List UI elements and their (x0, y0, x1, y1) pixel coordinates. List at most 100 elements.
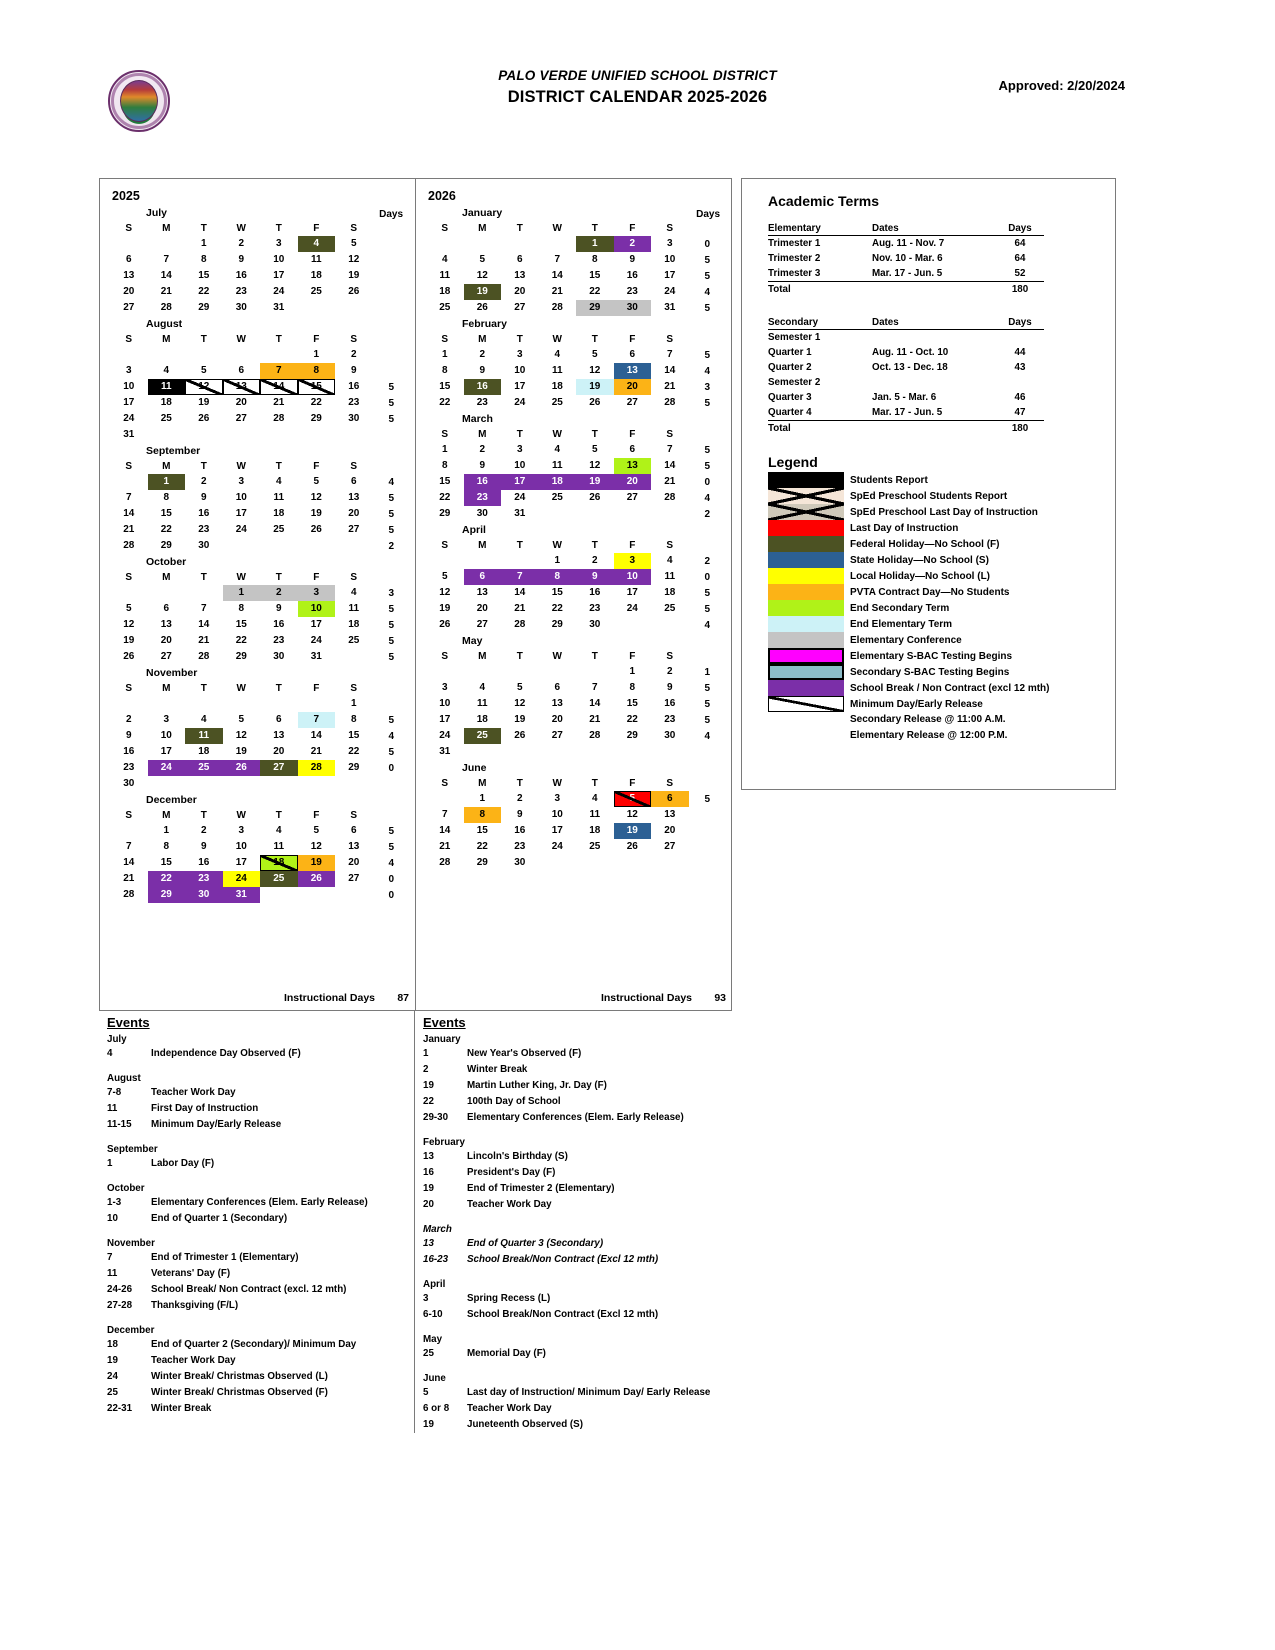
day-cell[interactable]: 24 (147, 760, 185, 776)
day-cell[interactable]: 13 (501, 268, 539, 284)
day-cell[interactable]: 5 (576, 442, 614, 458)
day-cell[interactable]: 25 (539, 490, 577, 506)
day-cell[interactable]: 11 (576, 807, 614, 823)
day-cell[interactable]: 9 (110, 728, 148, 744)
day-cell[interactable]: 14 (426, 823, 464, 839)
day-cell[interactable]: 20 (260, 744, 298, 760)
day-cell[interactable]: 6 (223, 363, 261, 379)
day-cell[interactable]: 22 (576, 284, 614, 300)
day-cell[interactable]: 4 (539, 442, 577, 458)
day-cell[interactable]: 19 (613, 823, 651, 839)
day-cell[interactable]: 24 (110, 411, 148, 427)
day-cell[interactable]: 15 (297, 379, 335, 395)
day-cell[interactable]: 20 (223, 395, 261, 411)
day-cell[interactable]: 8 (148, 490, 186, 506)
day-cell[interactable]: 29 (614, 728, 652, 744)
day-cell[interactable]: 28 (260, 411, 298, 427)
day-cell[interactable]: 6 (614, 442, 652, 458)
day-cell[interactable]: 19 (463, 284, 501, 300)
day-cell[interactable]: 19 (223, 744, 261, 760)
day-cell[interactable]: 1 (148, 823, 186, 839)
day-cell[interactable]: 28 (539, 300, 577, 316)
day-cell[interactable]: 18 (464, 712, 502, 728)
day-cell[interactable]: 6 (260, 712, 298, 728)
day-cell[interactable]: 22 (148, 522, 186, 538)
day-cell[interactable]: 16 (463, 474, 501, 490)
day-cell[interactable]: 16 (576, 585, 614, 601)
day-cell[interactable]: 20 (501, 284, 539, 300)
day-cell[interactable]: 31 (260, 300, 298, 316)
day-cell[interactable]: 28 (651, 490, 689, 506)
day-cell[interactable]: 25 (298, 284, 336, 300)
day-cell[interactable]: 5 (335, 236, 373, 252)
day-cell[interactable]: 10 (260, 252, 298, 268)
day-cell[interactable]: 3 (501, 347, 539, 363)
day-cell[interactable]: 2 (464, 347, 502, 363)
day-cell[interactable]: 28 (110, 887, 148, 903)
day-cell[interactable]: 16 (501, 823, 539, 839)
day-cell[interactable]: 7 (297, 712, 335, 728)
day-cell[interactable]: 13 (613, 458, 651, 474)
day-cell[interactable]: 9 (335, 363, 373, 379)
day-cell[interactable]: 27 (651, 839, 689, 855)
day-cell[interactable]: 18 (426, 284, 464, 300)
day-cell[interactable]: 19 (335, 268, 373, 284)
day-cell[interactable]: 22 (335, 744, 373, 760)
day-cell[interactable]: 3 (148, 712, 186, 728)
day-cell[interactable]: 29 (464, 855, 502, 871)
day-cell[interactable]: 30 (185, 538, 223, 554)
day-cell[interactable]: 29 (298, 411, 336, 427)
day-cell[interactable]: 21 (298, 744, 336, 760)
day-cell[interactable]: 7 (576, 680, 614, 696)
day-cell[interactable]: 8 (185, 252, 223, 268)
day-cell[interactable]: 16 (110, 744, 148, 760)
day-cell[interactable]: 18 (298, 268, 336, 284)
day-cell[interactable]: 11 (464, 696, 502, 712)
day-cell[interactable]: 24 (539, 839, 577, 855)
day-cell[interactable]: 31 (651, 300, 689, 316)
day-cell[interactable]: 20 (335, 506, 373, 522)
day-cell[interactable]: 4 (185, 712, 223, 728)
day-cell[interactable]: 7 (185, 601, 223, 617)
day-cell[interactable]: 23 (260, 633, 298, 649)
day-cell[interactable]: 14 (651, 363, 689, 379)
day-cell[interactable]: 1 (298, 347, 336, 363)
day-cell[interactable]: 20 (464, 601, 502, 617)
day-cell[interactable]: 12 (335, 252, 373, 268)
day-cell[interactable]: 3 (651, 236, 689, 252)
day-cell[interactable]: 26 (185, 411, 223, 427)
day-cell[interactable]: 19 (297, 855, 335, 871)
day-cell[interactable]: 12 (110, 617, 148, 633)
day-cell[interactable]: 31 (426, 744, 464, 760)
day-cell[interactable]: 20 (613, 474, 651, 490)
day-cell[interactable]: 7 (148, 252, 186, 268)
day-cell[interactable]: 21 (576, 712, 614, 728)
day-cell[interactable]: 15 (539, 585, 577, 601)
day-cell[interactable]: 11 (426, 268, 464, 284)
day-cell[interactable]: 15 (426, 379, 464, 395)
day-cell[interactable]: 1 (147, 474, 185, 490)
day-cell[interactable]: 25 (539, 395, 577, 411)
day-cell[interactable]: 11 (335, 601, 373, 617)
day-cell[interactable]: 18 (576, 823, 614, 839)
day-cell[interactable]: 25 (576, 839, 614, 855)
day-cell[interactable]: 31 (222, 887, 260, 903)
day-cell[interactable]: 25 (148, 411, 186, 427)
day-cell[interactable]: 10 (651, 252, 689, 268)
day-cell[interactable]: 29 (185, 300, 223, 316)
day-cell[interactable]: 3 (223, 823, 261, 839)
day-cell[interactable]: 29 (148, 538, 186, 554)
day-cell[interactable]: 28 (148, 300, 186, 316)
day-cell[interactable]: 20 (148, 633, 186, 649)
day-cell[interactable]: 1 (335, 696, 373, 712)
day-cell[interactable]: 2 (110, 712, 148, 728)
day-cell[interactable]: 13 (148, 617, 186, 633)
day-cell[interactable]: 15 (614, 696, 652, 712)
day-cell[interactable]: 14 (148, 268, 186, 284)
day-cell[interactable]: 23 (576, 601, 614, 617)
day-cell[interactable]: 2 (651, 664, 689, 680)
day-cell[interactable]: 24 (222, 871, 260, 887)
day-cell[interactable]: 16 (463, 379, 501, 395)
day-cell[interactable]: 29 (335, 760, 373, 776)
day-cell[interactable]: 1 (426, 442, 464, 458)
